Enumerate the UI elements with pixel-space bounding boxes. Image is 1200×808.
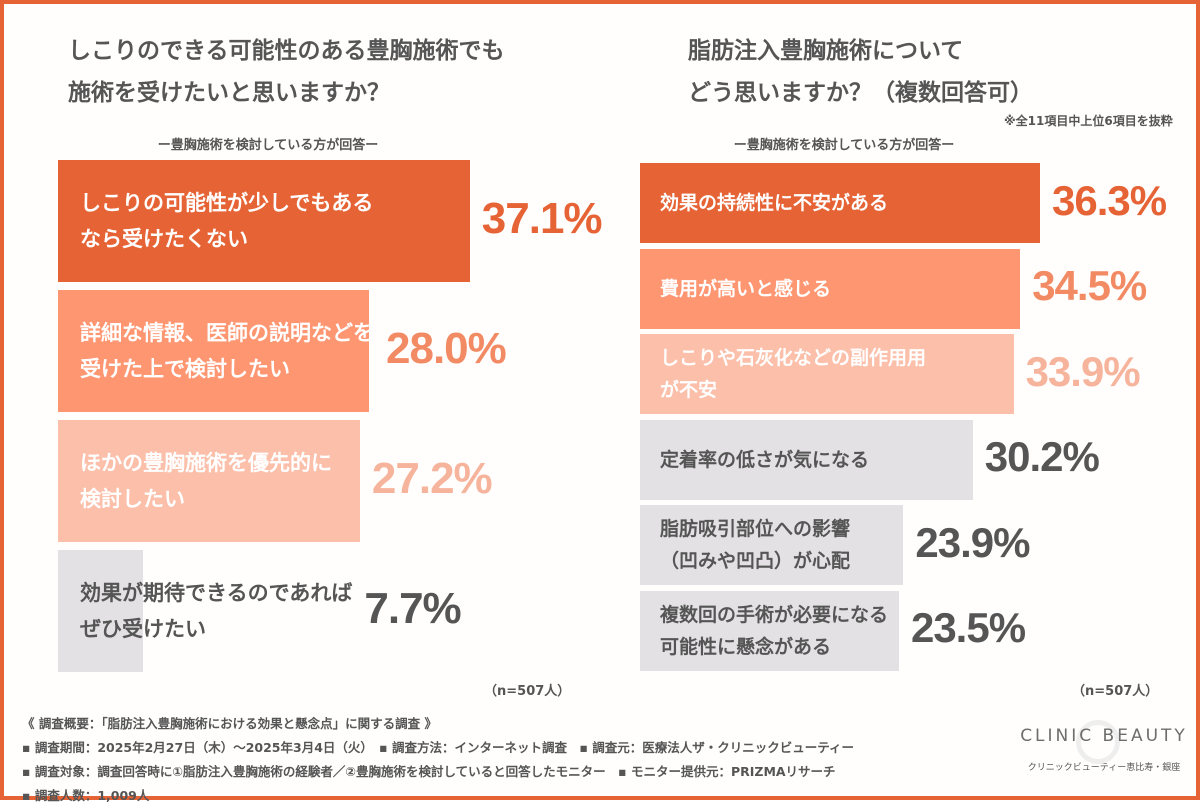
bar-label: しこりの可能性が少しでもある なら受けたくない [80, 191, 374, 251]
value-label: 34.5% [1032, 262, 1147, 310]
value-label: 30.2% [984, 433, 1100, 481]
value-label: 36.3% [1052, 176, 1167, 224]
bar [640, 590, 899, 671]
value-label: 37.1% [481, 193, 603, 243]
bar-label: 複数回の手術が必要になる 可能性に懸念がある [660, 603, 889, 658]
value-label: 28.0% [386, 323, 507, 373]
clinic-logo: CLINIC BEAUTY クリニックビューティー恵比寿・銀座 [1014, 720, 1194, 773]
bar-label: 効果が期待できるのであれば ぜひ受けたい [80, 581, 353, 641]
value-label: 23.5% [910, 604, 1026, 652]
logo-tagline: クリニックビューティー恵比寿・銀座 [1027, 763, 1181, 773]
right-title-line2: どう思いますか？（複数回答可） [688, 80, 1033, 106]
value-label: 7.7% [364, 583, 461, 633]
footer-line-2: ▪ 調査期間：2025年2月27日（木）～2025年3月4日（火） ▪ 調査方法… [22, 740, 855, 755]
value-label: 33.9% [1025, 347, 1141, 395]
bar [58, 550, 144, 672]
left-sample-size: （n=507人） [484, 684, 571, 699]
bar-label: しこりや石灰化などの副作用用 が不安 [660, 347, 927, 401]
logo-name: CLINIC BEAUTY [1020, 726, 1188, 746]
value-label: 27.2% [371, 453, 493, 503]
footer-line-3: ▪ 調査対象：調査回答時に①脂肪注入豊胸施術の経験者／②豊胸施術を検討していると… [22, 764, 836, 779]
left-title-line1: しこりのできる可能性のある豊胸施術でも [68, 38, 505, 64]
bar-label: 定着率の低さが気になる [660, 448, 870, 471]
bar-label: 詳細な情報、医師の説明などを 受けた上で検討したい [80, 321, 374, 381]
bar-label: 効果の持続性に不安がある [660, 192, 889, 214]
bar [640, 419, 973, 500]
logo-mark-icon [1076, 720, 1120, 764]
bar [58, 160, 470, 282]
bar [58, 290, 369, 412]
bar [640, 163, 1041, 243]
footer-line-4: ▪ 調査人数：1,009人 [22, 788, 150, 803]
left-subtitle: ー豊胸施術を検討している方が回答ー [157, 138, 379, 153]
right-sample-size: （n=507人） [1072, 684, 1159, 699]
bar-label: 脂肪吸引部位への影響 （凹みや凹凸）が心配 [660, 518, 851, 572]
bar-label: ほかの豊胸施術を優先的に 検討したい [80, 451, 332, 511]
bar [640, 334, 1014, 414]
bar-label: 費用が高いと感じる [660, 277, 832, 300]
footer-line-1: 《 調査概要：「脂肪注入豊胸施術における効果と懸念点」に関する調査 》 [22, 716, 437, 731]
right-title-line1: 脂肪注入豊胸施術について [688, 38, 964, 64]
right-note: ※全11項目中上位6項目を抜粋 [1004, 114, 1173, 128]
right-subtitle: ー豊胸施術を検討している方が回答ー [733, 138, 955, 153]
survey-footer: 《 調査概要：「脂肪注入豊胸施術における効果と懸念点」に関する調査 》 ▪ 調査… [22, 712, 854, 808]
bar [58, 420, 360, 542]
bar [640, 505, 904, 585]
left-title-line2: 施術を受けたいと思いますか？ [68, 80, 390, 106]
bar [640, 248, 1021, 329]
value-label: 23.9% [915, 518, 1030, 566]
